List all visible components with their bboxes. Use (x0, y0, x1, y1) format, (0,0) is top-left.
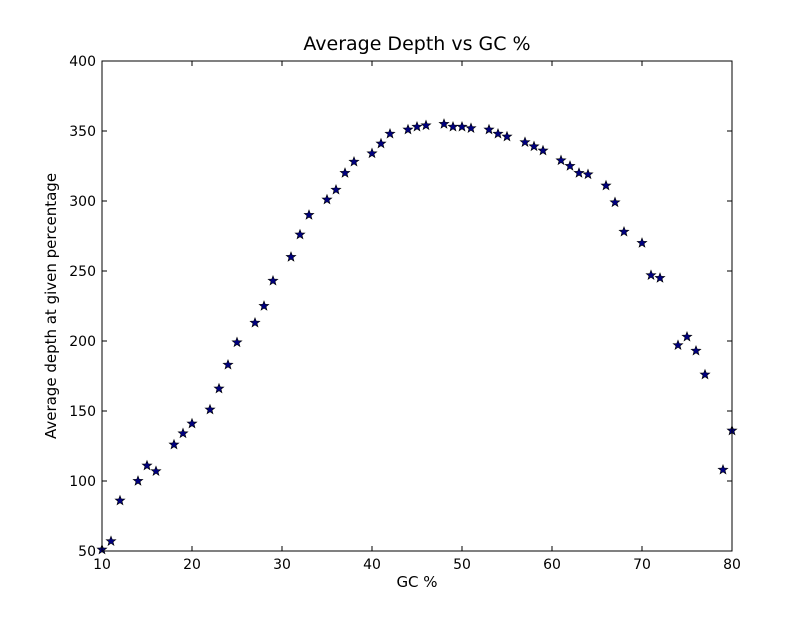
data-point (618, 225, 630, 237)
data-point (303, 209, 315, 220)
data-point (600, 179, 612, 191)
data-point (366, 147, 378, 159)
data-point (690, 344, 702, 356)
data-point (717, 463, 729, 475)
data-point (501, 130, 513, 142)
x-tick-label: 30 (273, 557, 291, 573)
data-point (150, 465, 162, 476)
data-point (492, 127, 504, 139)
data-point (699, 368, 711, 380)
data-point (204, 403, 216, 415)
x-tick-label: 70 (633, 557, 651, 573)
data-point (132, 475, 144, 486)
axis-ticks: 10 20 30 40 50 60 70 80 50 100 150 200 250 300 350 400 (69, 54, 741, 573)
y-axis-label: Average depth at given percentage (42, 173, 60, 439)
data-point (231, 336, 243, 348)
data-points (96, 118, 738, 555)
data-point (348, 155, 360, 167)
y-tick-label: 350 (69, 124, 96, 140)
data-point (267, 274, 279, 286)
data-point (105, 535, 117, 546)
data-point (555, 154, 567, 166)
data-point (339, 167, 351, 178)
data-point (420, 119, 432, 131)
data-point (402, 123, 414, 135)
data-point (186, 417, 198, 429)
y-tick-label: 100 (69, 474, 96, 490)
data-point (438, 118, 450, 129)
y-tick-label: 150 (69, 404, 96, 420)
data-point (654, 272, 666, 283)
data-point (519, 136, 531, 147)
data-point (285, 251, 297, 262)
x-tick-label: 10 (93, 557, 111, 573)
chart-title: Average Depth vs GC % (303, 33, 530, 55)
data-point (213, 382, 225, 394)
data-point (177, 427, 189, 439)
x-axis-label: GC % (396, 573, 437, 591)
data-point (411, 120, 423, 132)
y-tick-label: 50 (78, 544, 96, 560)
data-point (114, 494, 126, 506)
data-point (294, 228, 306, 240)
x-tick-label: 60 (543, 557, 561, 573)
data-point (456, 120, 468, 132)
x-tick-label: 50 (453, 557, 471, 573)
data-point (573, 167, 585, 178)
y-tick-label: 250 (69, 264, 96, 280)
y-tick-label: 400 (69, 54, 96, 70)
data-point (582, 168, 594, 180)
x-tick-label: 80 (723, 557, 741, 573)
plot-area-frame (101, 60, 733, 552)
data-point (249, 316, 261, 328)
data-point (258, 300, 270, 311)
x-tick-label: 40 (363, 557, 381, 573)
x-tick-label: 20 (183, 557, 201, 573)
data-point (330, 183, 342, 195)
data-point (537, 144, 549, 156)
data-point (141, 459, 153, 471)
data-point (636, 237, 648, 248)
data-point (609, 196, 621, 208)
data-point (321, 193, 333, 205)
data-point (465, 122, 477, 133)
data-point (528, 140, 540, 152)
data-point (483, 123, 495, 135)
data-point (564, 160, 576, 171)
data-point (168, 438, 180, 450)
y-tick-label: 300 (69, 194, 96, 210)
data-point (222, 358, 234, 370)
data-point (681, 330, 693, 342)
data-point (672, 339, 684, 350)
y-tick-label: 200 (69, 334, 96, 350)
data-point (375, 137, 387, 149)
data-point (384, 127, 396, 139)
data-point (645, 269, 657, 280)
data-point (447, 120, 459, 132)
